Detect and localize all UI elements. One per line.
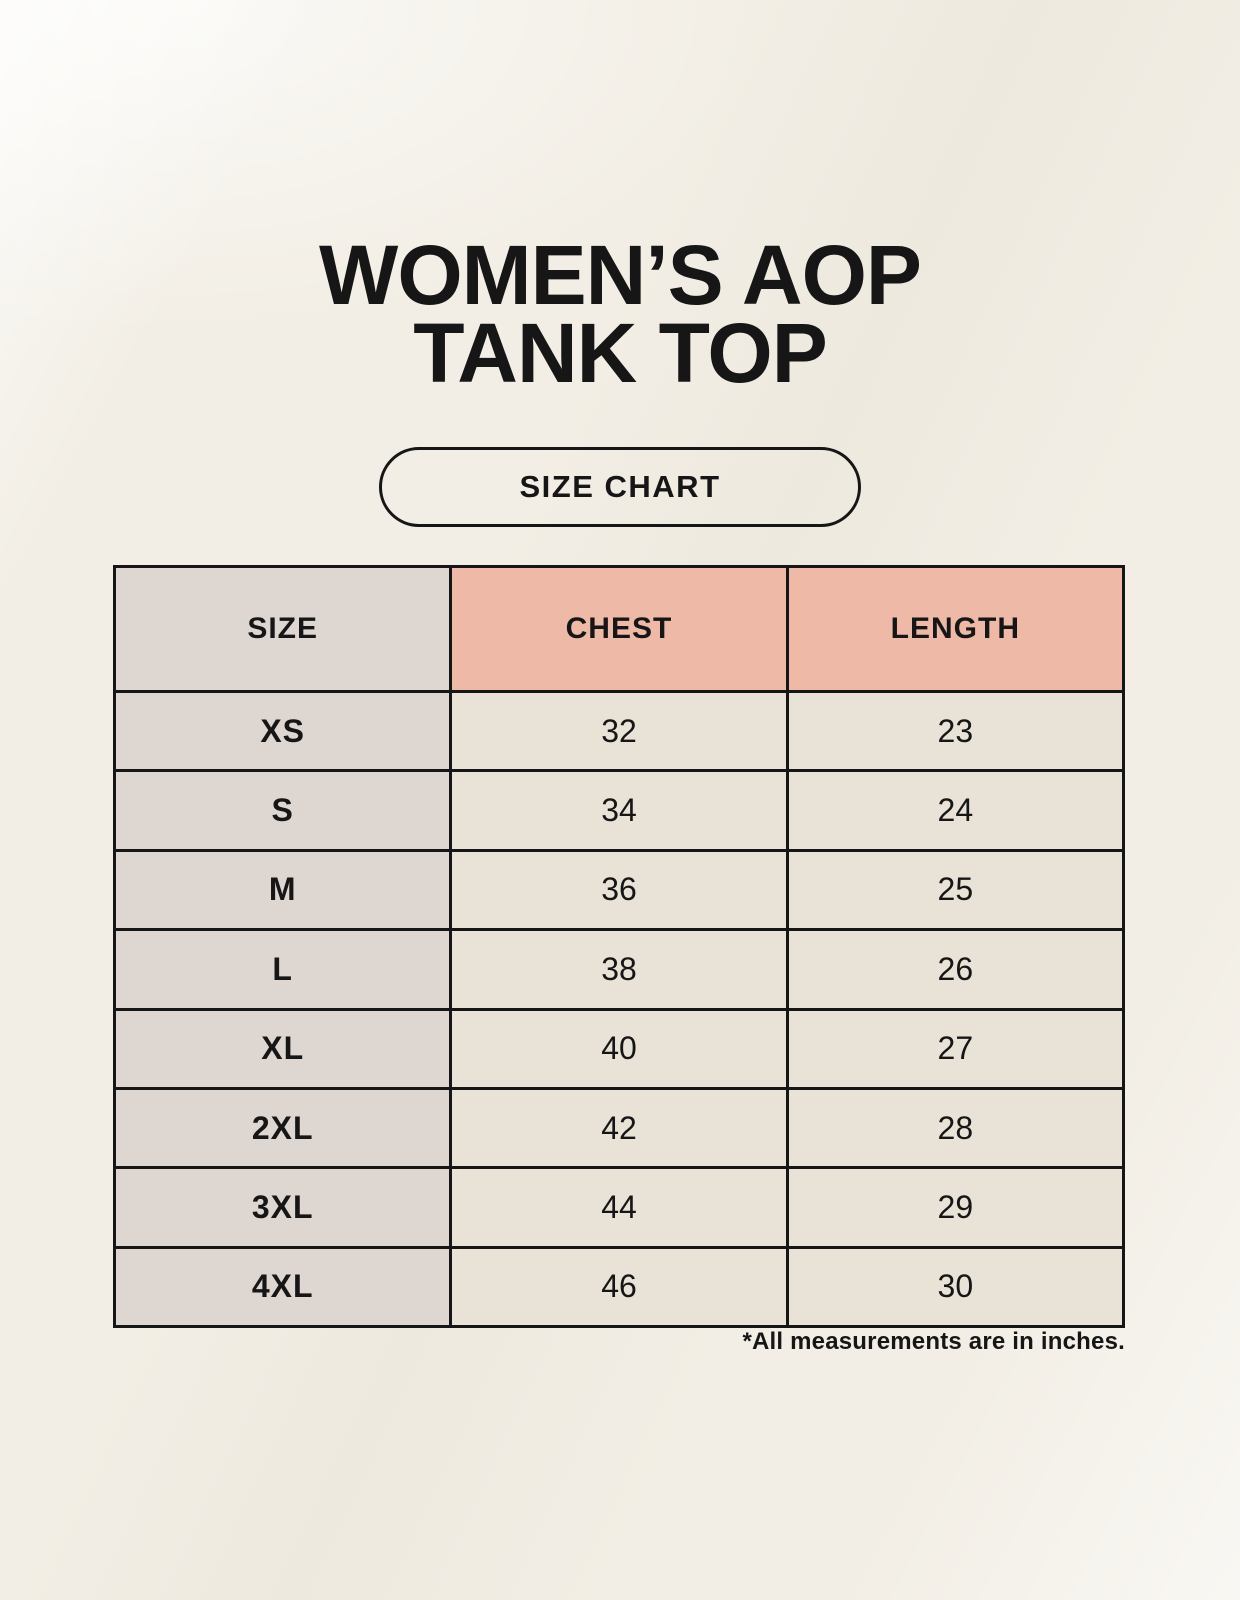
table-row: XS 32 23 bbox=[112, 689, 1126, 773]
table-row: 3XL 44 29 bbox=[112, 1166, 1126, 1249]
size-label-cell: M bbox=[112, 848, 453, 932]
length-value-cell: 27 bbox=[785, 1007, 1126, 1090]
chest-value-cell: 38 bbox=[449, 928, 789, 1011]
size-label-cell: XL bbox=[112, 1007, 453, 1090]
table-header-row: SIZE CHEST LENGTH bbox=[112, 565, 1126, 693]
length-value-cell: 29 bbox=[785, 1166, 1126, 1249]
chest-value-cell: 34 bbox=[449, 769, 789, 852]
column-header-chest: CHEST bbox=[449, 565, 789, 693]
table-row: 2XL 42 28 bbox=[112, 1086, 1126, 1170]
page-title: WOMEN’S AOP TANK TOP bbox=[0, 228, 1240, 400]
chest-value-cell: 42 bbox=[449, 1086, 789, 1170]
size-table: SIZE CHEST LENGTH XS 32 23 S 34 24 M 36 … bbox=[112, 565, 1126, 1329]
size-label-cell: 4XL bbox=[112, 1245, 453, 1329]
length-value-cell: 28 bbox=[785, 1086, 1126, 1170]
table-row: S 34 24 bbox=[112, 769, 1126, 852]
chest-value-cell: 40 bbox=[449, 1007, 789, 1090]
table-row: XL 40 27 bbox=[112, 1007, 1126, 1090]
column-header-length: LENGTH bbox=[785, 565, 1126, 693]
length-value-cell: 24 bbox=[785, 769, 1126, 852]
chest-value-cell: 46 bbox=[449, 1245, 789, 1329]
column-header-size: SIZE bbox=[112, 565, 453, 693]
size-chart-badge-label: SIZE CHART bbox=[519, 469, 721, 504]
table-row: L 38 26 bbox=[112, 928, 1126, 1011]
chest-value-cell: 44 bbox=[449, 1166, 789, 1249]
size-label-cell: 3XL bbox=[112, 1166, 453, 1249]
length-value-cell: 23 bbox=[785, 689, 1126, 773]
length-value-cell: 26 bbox=[785, 928, 1126, 1011]
measurements-footnote: *All measurements are in inches. bbox=[742, 1328, 1125, 1355]
size-chart-badge[interactable]: SIZE CHART bbox=[379, 447, 861, 527]
title-line-2: TANK TOP bbox=[413, 306, 828, 400]
title-line-1: WOMEN’S AOP bbox=[319, 228, 922, 322]
size-label-cell: 2XL bbox=[112, 1086, 453, 1170]
length-value-cell: 30 bbox=[785, 1245, 1126, 1329]
size-label-cell: L bbox=[112, 928, 453, 1011]
chest-value-cell: 36 bbox=[449, 848, 789, 932]
size-label-cell: S bbox=[112, 769, 453, 852]
size-label-cell: XS bbox=[112, 689, 453, 773]
chest-value-cell: 32 bbox=[449, 689, 789, 773]
length-value-cell: 25 bbox=[785, 848, 1126, 932]
table-row: 4XL 46 30 bbox=[112, 1245, 1126, 1329]
table-row: M 36 25 bbox=[112, 848, 1126, 932]
